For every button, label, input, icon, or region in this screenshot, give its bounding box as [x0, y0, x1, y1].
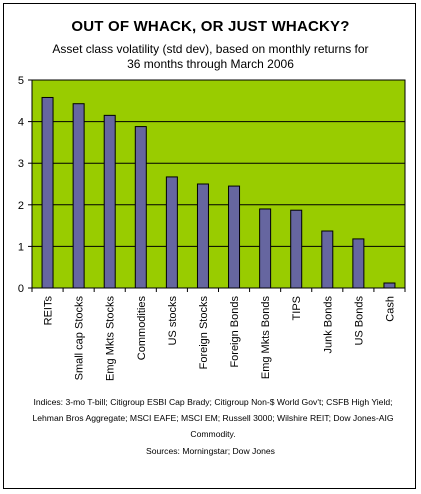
chart-frame: OUT OF WHACK, OR JUST WHACKY? Asset clas… [3, 3, 416, 489]
subtitle-line-2: 36 months through March 2006 [127, 57, 294, 71]
x-tick-label: Small cap Stocks [74, 296, 86, 381]
bar [196, 183, 209, 289]
bar [228, 185, 241, 289]
x-tick-label: US Bonds [353, 296, 365, 346]
y-tick-label: 5 [18, 75, 24, 87]
subtitle-line-1: Asset class volatility (std dev), based … [52, 42, 369, 56]
x-tick-label: US stocks [167, 296, 179, 346]
bar [103, 114, 116, 289]
chart-subtitle: Asset class volatility (std dev), based … [4, 42, 417, 72]
plot-area [31, 79, 406, 289]
x-tick-label: Cash [384, 296, 396, 322]
x-tick-label: Foreign Stocks [198, 296, 210, 370]
bar [165, 176, 178, 289]
y-tick-label: 0 [18, 283, 24, 295]
bar [290, 209, 303, 289]
chart-title: OUT OF WHACK, OR JUST WHACKY? [71, 18, 350, 35]
y-tick-label: 1 [18, 241, 24, 253]
bar [259, 208, 272, 289]
x-tick-label: Junk Bonds [322, 296, 334, 354]
x-tick-label: Emg Mkts Stocks [105, 296, 117, 381]
x-tick-label: TIPS [291, 296, 303, 320]
y-tick-label: 4 [18, 117, 24, 129]
chart-sources: Sources: Morningstar; Dow Jones [146, 446, 275, 456]
bar [41, 96, 54, 289]
x-tick-label: Emg Mkts Bonds [260, 296, 272, 380]
bar [72, 103, 85, 289]
x-tick-label: REITs [43, 296, 55, 326]
x-tick-label: Commodities [136, 296, 148, 361]
x-tick-label: Foreign Bonds [229, 296, 241, 368]
bar [321, 230, 334, 289]
bar [383, 282, 396, 289]
y-tick-label: 2 [18, 200, 24, 212]
bar [352, 238, 365, 289]
bar-chart: 0 1 2 3 4 5 REITs Small cap Stocks Emg Mkts Stoc… [18, 75, 406, 381]
y-tick-label: 3 [18, 158, 24, 170]
chart-footnote: Indices: 3-mo T-bill; Citigroup ESBI Cap… [32, 397, 394, 439]
bar [134, 126, 147, 289]
